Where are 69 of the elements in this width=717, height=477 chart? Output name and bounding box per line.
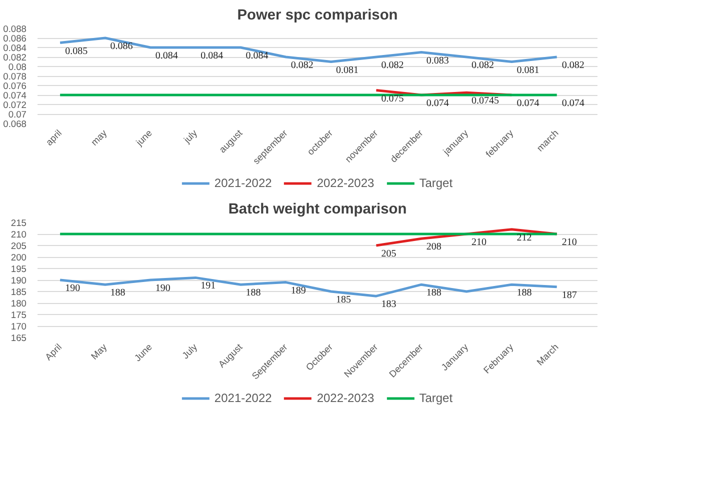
data-label: 0.085 — [65, 46, 88, 57]
data-label: 210 — [562, 237, 577, 248]
line-series — [58, 276, 558, 298]
y-tick-label: 210 — [10, 230, 27, 240]
data-label: 0.084 — [200, 50, 224, 62]
data-label: 0.084 — [246, 50, 268, 62]
x-tick-label: May — [89, 342, 110, 362]
data-label: 191 — [200, 280, 216, 292]
data-label: 187 — [562, 290, 577, 301]
data-label: 0.074 — [562, 98, 584, 109]
y-tick-label: 180 — [10, 298, 27, 308]
data-label: 0.082 — [290, 60, 314, 71]
y-tick-label: 0.084 — [3, 43, 26, 53]
data-label: 205 — [381, 248, 396, 260]
y-tick-label: 200 — [10, 252, 27, 262]
data-label: 212 — [516, 232, 532, 244]
chart-title: Power spc comparison — [237, 8, 398, 24]
data-label: 188 — [516, 288, 532, 299]
data-label: 189 — [290, 285, 306, 296]
y-tick-label: 165 — [10, 333, 27, 343]
legend-label: Target — [419, 176, 453, 190]
data-label: 210 — [472, 237, 487, 248]
y-tick-label: 170 — [10, 322, 27, 332]
data-label: 0.081 — [516, 64, 540, 76]
y-tick-label: 0.076 — [3, 81, 26, 91]
legend-label: 2021-2022 — [214, 391, 272, 405]
y-tick-label: 0.072 — [3, 100, 26, 110]
y-tick-label: 205 — [10, 241, 27, 251]
data-label: 0.0745 — [472, 96, 500, 107]
data-label: 208 — [426, 242, 442, 253]
data-label: 188 — [246, 288, 261, 299]
data-label: 188 — [110, 288, 126, 299]
data-label: 0.082 — [381, 60, 404, 71]
x-tick-label: july — [181, 128, 200, 146]
y-tick-label: 185 — [10, 287, 27, 297]
y-tick-label: 0.086 — [3, 34, 26, 44]
x-tick-label: July — [180, 342, 200, 361]
y-tick-label: 175 — [10, 310, 27, 320]
data-label: 0.083 — [426, 55, 449, 66]
y-tick-label: 0.08 — [8, 62, 26, 72]
chart-title: Batch weight comparison — [228, 202, 407, 218]
y-tick-label: 0.07 — [8, 110, 26, 120]
data-label: 188 — [426, 288, 442, 299]
y-tick-label: 190 — [10, 276, 27, 286]
y-tick-label: 0.088 — [3, 24, 26, 34]
legend-label: Target — [419, 391, 453, 405]
data-label: 190 — [65, 283, 80, 294]
data-label: 0.075 — [381, 93, 404, 104]
data-label: 183 — [381, 299, 396, 310]
data-label: 0.074 — [516, 98, 540, 109]
data-label: 0.074 — [426, 98, 449, 109]
data-label: 0.082 — [472, 60, 494, 71]
legend-label: 2022-2023 — [316, 176, 374, 190]
y-tick-label: 0.078 — [3, 72, 26, 82]
data-label: 0.084 — [155, 50, 178, 62]
data-label: 0.082 — [562, 60, 584, 71]
legend-label: 2021-2022 — [214, 176, 272, 190]
data-label: 0.081 — [336, 64, 359, 76]
y-tick-label: 0.068 — [3, 119, 26, 129]
y-tick-label: 0.082 — [3, 52, 26, 62]
legend-label: 2022-2023 — [316, 391, 374, 405]
x-tick-label: may — [89, 128, 110, 148]
data-label: 190 — [155, 283, 170, 294]
y-tick-label: 195 — [10, 264, 27, 274]
y-tick-label: 0.074 — [3, 90, 26, 100]
data-label: 185 — [336, 294, 352, 306]
data-label: 0.086 — [110, 41, 133, 52]
line-series — [58, 36, 558, 63]
y-tick-label: 215 — [10, 218, 27, 228]
